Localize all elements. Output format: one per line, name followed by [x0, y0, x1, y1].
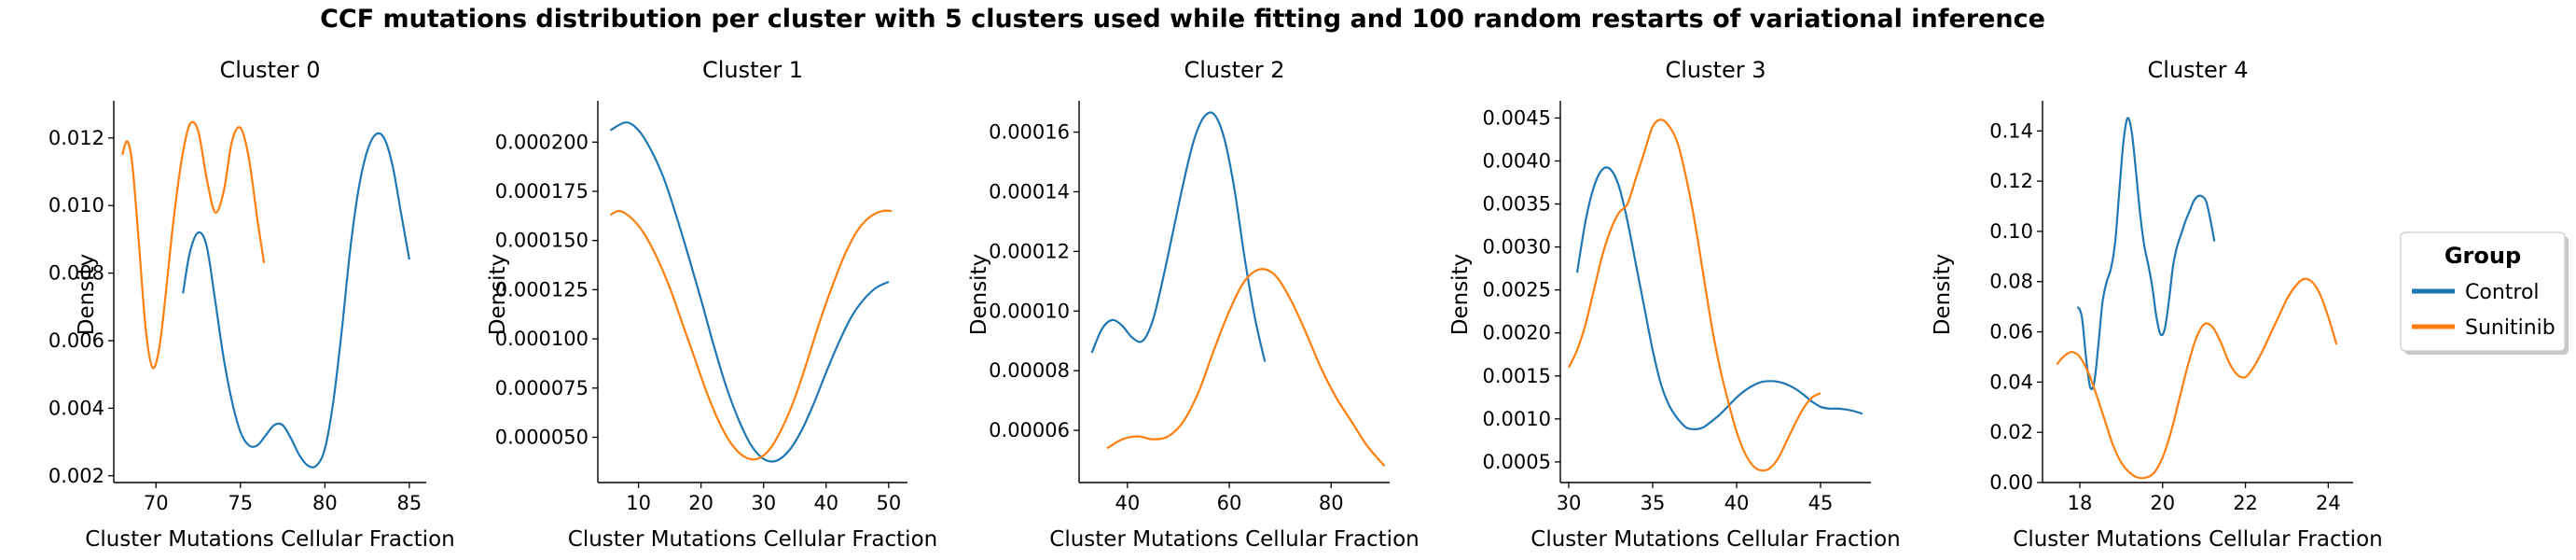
x-tick-label: 18	[2068, 492, 2093, 514]
x-axis-label: Cluster Mutations Cellular Fraction	[85, 527, 454, 552]
y-tick-label: 0.0025	[1483, 279, 1551, 301]
y-tick-label: 0.000050	[495, 427, 589, 449]
panel-title: Cluster 0	[219, 57, 320, 83]
series-line-control	[609, 121, 890, 463]
series-line-sunitinib	[1568, 119, 1821, 472]
y-tick-label: 0.0020	[1483, 322, 1551, 344]
y-tick-label: 0.02	[1989, 421, 2033, 443]
series-line-sunitinib	[2056, 277, 2338, 480]
x-tick-label: 75	[228, 492, 253, 514]
x-tick-label: 50	[877, 492, 902, 514]
x-tick-label: 10	[626, 492, 651, 514]
y-axis-label: Density	[486, 254, 510, 335]
y-tick-label: 0.004	[48, 397, 104, 419]
legend-entry-label: Sunitinib	[2465, 316, 2555, 340]
chart-panels: 70 75 80 85 0.002 0.004 0.006 0.008 0.010 0.012 Cl…	[48, 57, 2383, 552]
y-tick-label: 0.00012	[989, 240, 1070, 262]
y-tick-label: 0.006	[48, 329, 104, 352]
x-tick-label: 22	[2233, 492, 2258, 514]
x-tick-label: 40	[1724, 492, 1750, 514]
x-tick-label: 80	[312, 492, 338, 514]
series-line-control	[2076, 117, 2216, 391]
figure-suptitle: CCF mutations distribution per cluster w…	[320, 5, 2045, 34]
y-tick-label: 0.0010	[1483, 408, 1551, 430]
panel-title: Cluster 3	[1665, 57, 1766, 83]
x-tick-label: 20	[2150, 492, 2175, 514]
y-tick-label: 0.0015	[1483, 365, 1551, 387]
legend: Group Control Sunitinib	[2400, 231, 2569, 355]
y-tick-label: 0.00014	[989, 180, 1070, 203]
x-tick-label: 20	[688, 492, 713, 514]
y-axis-label: Density	[1931, 254, 1955, 335]
y-tick-label: 0.06	[1989, 321, 2033, 343]
y-tick-label: 0.00016	[989, 121, 1070, 144]
x-tick-label: 80	[1319, 492, 1344, 514]
x-axis-label: Cluster Mutations Cellular Fraction	[2013, 527, 2382, 552]
x-tick-label: 85	[397, 492, 422, 514]
x-tick-label: 40	[813, 492, 838, 514]
y-tick-label: 0.0030	[1483, 236, 1551, 259]
series-line-sunitinib	[609, 209, 893, 461]
series-line-control	[1575, 166, 1863, 430]
y-tick-label: 0.000075	[495, 377, 589, 399]
y-axis-label: Density	[967, 254, 991, 335]
x-tick-label: 30	[751, 492, 776, 514]
panel-title: Cluster 2	[1184, 57, 1284, 83]
y-tick-label: 0.10	[1989, 220, 2033, 243]
y-tick-label: 0.00008	[989, 359, 1070, 382]
x-axis-label: Cluster Mutations Cellular Fraction	[1530, 527, 1900, 552]
x-tick-label: 30	[1557, 492, 1582, 514]
y-tick-label: 0.000150	[495, 230, 589, 252]
chart-panel-1: 10 20 30 40 50 0.000050 0.000075 0.000100 0.0001…	[486, 57, 937, 552]
legend-box	[2400, 231, 2566, 352]
x-tick-label: 70	[144, 492, 169, 514]
y-tick-label: 0.12	[1989, 170, 2033, 192]
y-tick-label: 0.010	[48, 194, 104, 217]
y-tick-label: 0.000200	[495, 131, 589, 153]
x-tick-label: 40	[1115, 492, 1140, 514]
x-axis-label: Cluster Mutations Cellular Fraction	[1049, 527, 1419, 552]
y-tick-label: 0.04	[1989, 371, 2033, 393]
y-tick-label: 0.0045	[1483, 106, 1551, 129]
y-tick-label: 0.002	[48, 465, 104, 487]
x-tick-label: 45	[1808, 492, 1834, 514]
legend-title: Group	[2444, 243, 2521, 269]
x-axis-label: Cluster Mutations Cellular Fraction	[568, 527, 937, 552]
y-tick-label: 0.000125	[495, 278, 589, 301]
series-line-sunitinib	[1106, 268, 1386, 468]
y-tick-label: 0.0035	[1483, 193, 1551, 216]
y-tick-label: 0.008	[48, 262, 104, 285]
series-line-sunitinib	[120, 120, 266, 370]
chart-panel-4: 18 20 22 24 0.00 0.02 0.04 0.06 0.08 0.10 0.12 0.14…	[1931, 57, 2383, 552]
y-axis-label: Density	[75, 254, 99, 335]
legend-entry-label: Control	[2465, 281, 2540, 304]
chart-panel-3: 30 35 40 45 0.0005 0.0010 0.0015 0.0020 0.0025 0.…	[1448, 57, 1901, 552]
y-tick-label: 0.0005	[1483, 451, 1551, 473]
series-line-control	[182, 132, 410, 469]
y-tick-label: 0.14	[1989, 119, 2033, 142]
panel-title: Cluster 4	[2147, 57, 2248, 83]
x-tick-label: 60	[1217, 492, 1242, 514]
y-axis-label: Density	[1448, 254, 1473, 335]
y-tick-label: 0.00	[1989, 471, 2033, 494]
x-tick-label: 24	[2316, 492, 2341, 514]
y-tick-label: 0.00006	[989, 419, 1070, 441]
chart-panel-2: 40 60 80 0.00006 0.00008 0.00010 0.00012 0.0001…	[967, 57, 1420, 552]
series-line-control	[1090, 111, 1267, 362]
y-tick-label: 0.000175	[495, 180, 589, 203]
y-tick-label: 0.0040	[1483, 149, 1551, 172]
x-tick-label: 35	[1641, 492, 1666, 514]
chart-panel-0: 70 75 80 85 0.002 0.004 0.006 0.008 0.010 0.012 Cl…	[48, 57, 455, 552]
y-tick-label: 0.000100	[495, 328, 589, 350]
y-tick-label: 0.08	[1989, 271, 2033, 293]
y-tick-label: 0.00010	[989, 300, 1070, 322]
y-tick-label: 0.012	[48, 127, 104, 149]
panel-title: Cluster 1	[702, 57, 803, 83]
